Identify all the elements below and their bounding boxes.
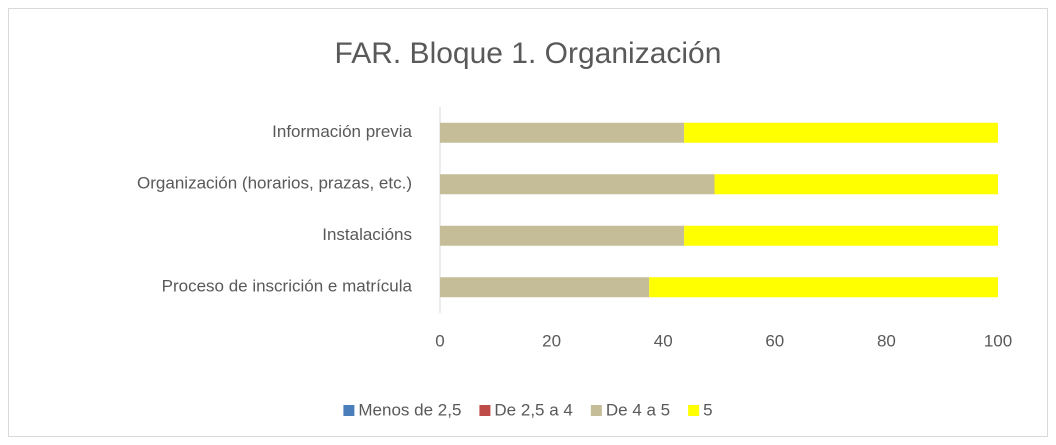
y-tick-label: Organización (horarios, prazas, etc.) [137,174,412,193]
bar-segment [440,174,715,195]
legend-swatch [343,405,355,416]
legend-label: Menos de 2,5 [358,400,461,419]
y-tick-label: Proceso de inscrición e matrícula [162,277,413,296]
legend-label: De 2,5 a 4 [494,400,572,419]
legend-swatch [688,405,700,416]
bar-segment [684,122,998,143]
y-tick-label: Información previa [272,122,412,141]
chart-border [8,8,1048,437]
bar-segment [649,277,998,298]
legend-swatch [479,405,491,416]
bar-segment [684,225,998,246]
x-tick-label: 40 [654,331,673,350]
legend-label: 5 [703,400,712,419]
y-tick-label: Instalacións [322,225,412,244]
x-tick-label: 60 [765,331,784,350]
legend-swatch [590,405,602,416]
bar-segment [440,122,685,143]
legend-label: De 4 a 5 [606,400,670,419]
x-tick-label: 80 [877,331,896,350]
x-tick-label: 20 [542,331,561,350]
chart-title: FAR. Bloque 1. Organización [335,37,722,70]
x-tick-label: 100 [984,331,1012,350]
bar-segment [440,277,650,298]
x-tick-label: 0 [435,331,444,350]
bar-segment [440,225,685,246]
bar-segment [714,174,998,195]
